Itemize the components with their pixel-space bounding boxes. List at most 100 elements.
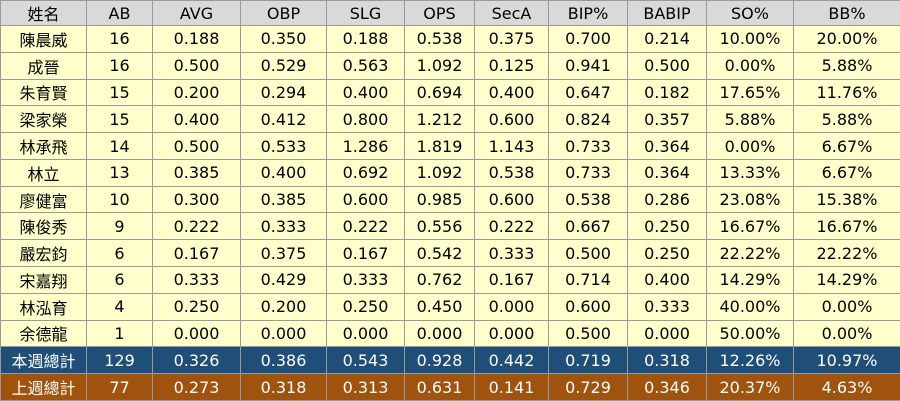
stat-cell: 20.00% (793, 25, 900, 53)
stat-cell: 0.00% (793, 319, 900, 348)
name-cell: 上週總計 (0, 373, 87, 401)
player-row: 朱育賢 15 0.200 0.294 0.400 0.694 0.400 0.647 0.182… (0, 78, 900, 107)
stat-cell: 0.333 (326, 266, 405, 294)
stat-cell: 0.400 (240, 158, 327, 187)
stat-cell: 16 (86, 51, 153, 80)
stat-cell: 0.700 (548, 25, 628, 53)
stat-cell: 6.67% (793, 132, 900, 160)
stat-cell: 1.092 (404, 51, 475, 80)
name-cell: 余德龍 (0, 319, 87, 348)
stat-cell: 0.450 (404, 292, 475, 321)
stat-cell: 0.222 (474, 212, 549, 241)
stat-cell: 16.67% (706, 212, 794, 241)
player-row: 余德龍 1 0.000 0.000 0.000 0.000 0.000 0.500 0.000 5… (0, 319, 900, 348)
player-row: 梁家榮 15 0.400 0.412 0.800 1.212 0.600 0.824 0.357… (0, 105, 900, 134)
stat-cell: 12.26% (706, 346, 794, 375)
header-cell: 姓名 (0, 0, 87, 26)
stat-cell: 0.286 (627, 185, 707, 214)
player-row: 宋嘉翔 6 0.333 0.429 0.333 0.762 0.167 0.714 0.400 1… (0, 266, 900, 294)
stat-cell: 0.188 (152, 25, 241, 53)
stat-cell: 0.647 (548, 78, 628, 107)
stat-cell: 0.500 (152, 132, 241, 160)
stat-cell: 0.375 (474, 25, 549, 53)
header-row: 姓名 AB AVG OBP SLG OPS SecA BIP% BABIP SO% BB% (0, 0, 900, 26)
stat-cell: 0.538 (548, 185, 628, 214)
stat-cell: 0.719 (548, 346, 628, 375)
stat-cell: 0.543 (326, 346, 405, 375)
name-cell: 嚴宏鈞 (0, 239, 87, 268)
stat-cell: 4 (86, 292, 153, 321)
player-row: 廖健富 10 0.300 0.385 0.600 0.985 0.600 0.538 0.286… (0, 185, 900, 214)
name-cell: 陳俊秀 (0, 212, 87, 241)
stat-cell: 0.000 (240, 319, 327, 348)
stat-cell: 1.819 (404, 132, 475, 160)
stat-cell: 14.29% (793, 266, 900, 294)
stat-cell: 0.125 (474, 51, 549, 80)
stat-cell: 0.250 (627, 239, 707, 268)
stat-cell: 0.300 (152, 185, 241, 214)
stat-cell: 0.200 (152, 78, 241, 107)
stat-cell: 0.733 (548, 132, 628, 160)
stat-cell: 0.529 (240, 51, 327, 80)
stat-cell: 0.500 (152, 51, 241, 80)
stat-cell: 0.928 (404, 346, 475, 375)
stat-cell: 11.76% (793, 78, 900, 107)
stat-cell: 15.38% (793, 185, 900, 214)
stat-cell: 14 (86, 132, 153, 160)
stat-cell: 20.37% (706, 373, 794, 401)
stat-cell: 16.67% (793, 212, 900, 241)
stat-cell: 0.600 (548, 292, 628, 321)
header-cell: SO% (706, 0, 794, 26)
stat-cell: 0.326 (152, 346, 241, 375)
header-cell: OBP (240, 0, 327, 26)
stat-cell: 0.500 (548, 319, 628, 348)
player-row: 成晉 16 0.500 0.529 0.563 1.092 0.125 0.941 0.500 0… (0, 51, 900, 80)
player-row: 林泓育 4 0.250 0.200 0.250 0.450 0.000 0.600 0.333 4… (0, 292, 900, 321)
stat-cell: 0.000 (326, 319, 405, 348)
stat-cell: 1.286 (326, 132, 405, 160)
stat-cell: 0.386 (240, 346, 327, 375)
stat-cell: 50.00% (706, 319, 794, 348)
stat-cell: 0.318 (240, 373, 327, 401)
stat-cell: 16 (86, 25, 153, 53)
stat-cell: 0.250 (326, 292, 405, 321)
stat-cell: 0.000 (627, 319, 707, 348)
stat-cell: 77 (86, 373, 153, 401)
stat-cell: 0.318 (627, 346, 707, 375)
stat-cell: 0.250 (152, 292, 241, 321)
stat-cell: 1.212 (404, 105, 475, 134)
stat-cell: 0.350 (240, 25, 327, 53)
stat-cell: 0.000 (152, 319, 241, 348)
stat-cell: 0.346 (627, 373, 707, 401)
table-body: 陳晨威 16 0.188 0.350 0.188 0.538 0.375 0.700 0.214… (0, 25, 900, 401)
name-cell: 陳晨威 (0, 25, 87, 53)
stat-cell: 6 (86, 266, 153, 294)
player-row: 林承飛 14 0.500 0.533 1.286 1.819 1.143 0.733 0.364… (0, 132, 900, 160)
stat-cell: 0.429 (240, 266, 327, 294)
header-cell: BIP% (548, 0, 628, 26)
name-cell: 林承飛 (0, 132, 87, 160)
stat-cell: 0.941 (548, 51, 628, 80)
stat-cell: 0.364 (627, 158, 707, 187)
stat-cell: 0.188 (326, 25, 405, 53)
header-cell: SecA (474, 0, 549, 26)
stat-cell: 0.631 (404, 373, 475, 401)
stat-cell: 0.412 (240, 105, 327, 134)
stat-cell: 1.143 (474, 132, 549, 160)
stat-cell: 0.200 (240, 292, 327, 321)
player-row: 陳晨威 16 0.188 0.350 0.188 0.538 0.375 0.700 0.214… (0, 25, 900, 53)
stat-cell: 0.313 (326, 373, 405, 401)
stat-cell: 0.333 (474, 239, 549, 268)
stat-cell: 0.214 (627, 25, 707, 53)
stat-cell: 0.400 (627, 266, 707, 294)
stat-cell: 0.00% (706, 51, 794, 80)
name-cell: 林泓育 (0, 292, 87, 321)
stat-cell: 0.600 (474, 105, 549, 134)
stat-cell: 0.333 (152, 266, 241, 294)
stat-cell: 0.729 (548, 373, 628, 401)
stat-cell: 0.222 (152, 212, 241, 241)
header-cell: BABIP (627, 0, 707, 26)
stat-cell: 0.357 (627, 105, 707, 134)
header-cell: BB% (793, 0, 900, 26)
